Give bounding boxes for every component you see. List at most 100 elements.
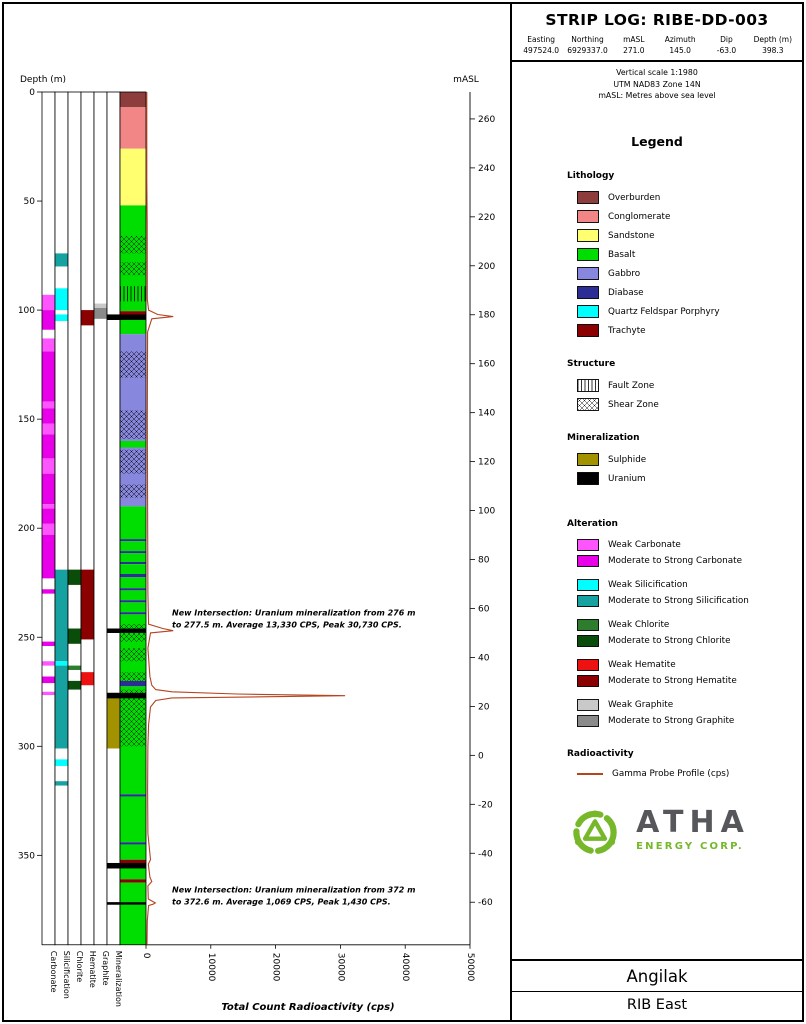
- legend-swatch: [577, 305, 599, 319]
- legend-swatch: [577, 453, 599, 467]
- radioactivity-axis: 0 10000 20000 30000 40000 50000 Total Count Ra…: [141, 944, 475, 1013]
- svg-text:20000: 20000: [271, 953, 281, 982]
- legend-swatch: [577, 398, 599, 412]
- collar-field-value: 6929337.0: [567, 46, 608, 55]
- scale-note: UTM NAD83 Zone 14N: [613, 79, 701, 89]
- legend-item: Overburden: [567, 191, 802, 205]
- shear-zone: [120, 410, 146, 439]
- legend-item-label: Gabbro: [608, 268, 641, 279]
- scale-note: mASL: Metres above sea level: [598, 91, 716, 101]
- gamma-line-swatch: [577, 773, 603, 776]
- header-box: STRIP LOG: RIBE-DD-003 Easting 497524.0 No…: [512, 4, 802, 62]
- legend-item-label: Moderate to Strong Graphite: [608, 716, 735, 727]
- alteration-legend-group: Weak Hematite Moderate to Strong Hematite: [567, 659, 802, 688]
- log-title: STRIP LOG: RIBE-DD-003: [545, 11, 769, 29]
- alteration-legend-group: Weak Graphite Moderate to Strong Graphite: [567, 699, 802, 728]
- legend-item: Conglomerate: [567, 210, 802, 224]
- legend-swatch: [577, 229, 599, 243]
- svg-text:40000: 40000: [400, 953, 410, 982]
- legend-item: Sandstone: [567, 229, 802, 243]
- legend-item-label: Moderate to Strong Hematite: [608, 676, 737, 687]
- column-label: Chlorite: [75, 951, 84, 982]
- column-label: Hematite: [88, 951, 97, 988]
- column-label: Graphite: [101, 951, 110, 986]
- legend-item-label: Sandstone: [608, 230, 655, 241]
- column-chlorite: [67, 91, 82, 946]
- uranium-intersection: [107, 628, 146, 633]
- shear-zone: [120, 235, 146, 254]
- legend-swatch: [577, 248, 599, 262]
- alteration-labels: Weak Silicification Moderate to Strong Si…: [608, 579, 749, 607]
- legend-item: Gamma Probe Profile (cps): [567, 769, 802, 779]
- legend-item-label: Moderate to Strong Carbonate: [608, 556, 742, 567]
- atha-logo: ATHA ENERGY CORP.: [512, 799, 802, 861]
- svg-text:180: 180: [478, 311, 495, 321]
- radioactivity-axis-title: Total Count Radioactivity (cps): [221, 1002, 394, 1013]
- shear-zone: [120, 689, 146, 747]
- svg-text:260: 260: [478, 115, 495, 125]
- collar-field: mASL 271.0: [611, 35, 657, 55]
- alteration-legend-group: Weak Chlorite Moderate to Strong Chlorite: [567, 619, 802, 648]
- legend-item: Gabbro: [567, 267, 802, 281]
- collar-field: Easting 497524.0: [518, 35, 564, 55]
- collar-field: Depth (m) 398.3: [750, 35, 796, 55]
- legend-item-label: Weak Hematite: [608, 660, 676, 671]
- legend-swatch: [577, 619, 599, 648]
- logo-subtitle: ENERGY CORP.: [636, 841, 744, 853]
- area-name: RIB East: [512, 991, 802, 1020]
- svg-text:0: 0: [141, 953, 151, 959]
- strip-log-chart: Depth (m)050100150200250300350mASL260240…: [18, 75, 496, 1013]
- svg-text:50000: 50000: [465, 953, 475, 982]
- collar-field-label: Dip: [720, 35, 733, 44]
- collar-field: Azimuth 145.0: [657, 35, 703, 55]
- uranium-intersection: [107, 862, 146, 869]
- svg-text:10000: 10000: [206, 953, 216, 982]
- svg-text:200: 200: [478, 262, 495, 272]
- legend-section: Radioactivity Gamma Probe Profile (cps): [512, 749, 802, 779]
- collar-field-value: 497524.0: [523, 46, 560, 55]
- legend-item-label: Quartz Feldspar Porphyry: [608, 306, 720, 317]
- legend-item-label: Diabase: [608, 287, 644, 298]
- legend-section: Lithology Overburden Conglomerate Sandstone…: [512, 171, 802, 338]
- svg-text:60: 60: [478, 604, 490, 614]
- legend-swatch: [577, 324, 599, 338]
- column-mineralization: [106, 91, 121, 946]
- column-hematite: [80, 91, 95, 946]
- shear-zone: [120, 351, 146, 378]
- shear-zone: [120, 672, 146, 681]
- legend-swatch: [577, 659, 599, 688]
- alteration-legend-group: Weak Carbonate Moderate to Strong Carbona…: [567, 539, 802, 568]
- column-labels: Carbonate Silicification Chlorite Hematite G…: [49, 951, 123, 1007]
- uranium-intersection: [107, 902, 146, 905]
- alteration-labels: Weak Carbonate Moderate to Strong Carbona…: [608, 539, 742, 567]
- uranium-intersection: [107, 314, 146, 320]
- svg-text:20: 20: [478, 702, 490, 712]
- legend-title: Legend: [631, 134, 683, 150]
- legend-item-label: Weak Graphite: [608, 700, 674, 711]
- legend-swatch: [577, 191, 599, 205]
- svg-text:80: 80: [478, 556, 490, 566]
- alteration-columns: [41, 91, 121, 946]
- svg-text:0: 0: [478, 751, 484, 761]
- legend-item-label: Overburden: [608, 192, 661, 203]
- collar-field-value: -63.0: [716, 46, 737, 55]
- svg-text:100: 100: [18, 306, 35, 316]
- legend-item-label: Conglomerate: [608, 211, 671, 222]
- fault-zone: [120, 286, 146, 302]
- legend-swatch: [577, 472, 599, 486]
- legend-section-title: Structure: [567, 359, 616, 370]
- collar-field-value: 398.3: [762, 46, 784, 55]
- legend-swatch: [577, 210, 599, 224]
- svg-text:250: 250: [18, 633, 35, 643]
- legend-section-title: Mineralization: [567, 433, 640, 444]
- depth-axis: Depth (m) 0 50 100 150 200 250 300 350: [18, 75, 66, 861]
- legend-item-label: Weak Carbonate: [608, 540, 681, 551]
- intersection-annotation: New Intersection: Uranium mineralization…: [172, 608, 415, 629]
- legend-section: Alteration Weak Carbonate Moderate to Stro…: [512, 519, 802, 728]
- collar-info: Easting 497524.0 Northing 6929337.0 mASL 271.…: [516, 35, 798, 55]
- legend-swatch: [577, 579, 599, 608]
- logo-wordmark: ATHA: [636, 805, 750, 841]
- legend-swatch: [577, 539, 599, 568]
- legend-section-title: Radioactivity: [567, 749, 634, 760]
